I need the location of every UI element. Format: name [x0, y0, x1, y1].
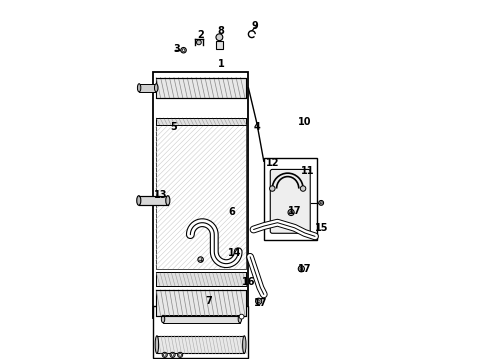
Bar — [155, 125, 245, 269]
Ellipse shape — [238, 315, 242, 323]
Text: 15: 15 — [315, 223, 329, 233]
Ellipse shape — [155, 336, 159, 354]
Text: 1: 1 — [218, 59, 224, 69]
Circle shape — [300, 186, 306, 191]
Bar — [155, 290, 245, 316]
Circle shape — [182, 49, 185, 51]
Circle shape — [239, 314, 244, 319]
Text: 3: 3 — [173, 44, 180, 54]
Text: 13: 13 — [154, 190, 168, 200]
Text: 14: 14 — [228, 248, 242, 258]
Circle shape — [162, 352, 167, 357]
Text: 10: 10 — [298, 117, 312, 127]
Bar — [264, 158, 317, 240]
Circle shape — [177, 352, 183, 357]
Bar — [155, 272, 245, 286]
Text: 17: 17 — [288, 206, 301, 216]
Circle shape — [170, 352, 175, 357]
Text: 12: 12 — [266, 158, 279, 168]
Text: 5: 5 — [170, 122, 177, 132]
Circle shape — [288, 210, 294, 216]
Circle shape — [163, 354, 166, 356]
Bar — [155, 118, 245, 125]
Text: 9: 9 — [252, 21, 259, 31]
Circle shape — [171, 354, 174, 356]
Circle shape — [257, 300, 260, 303]
Ellipse shape — [243, 336, 246, 354]
Text: 17: 17 — [298, 264, 312, 274]
Text: 16: 16 — [242, 278, 255, 288]
Text: 7: 7 — [206, 296, 213, 306]
Text: 6: 6 — [228, 207, 235, 217]
Text: 8: 8 — [218, 26, 224, 36]
Ellipse shape — [154, 84, 158, 92]
Ellipse shape — [137, 196, 141, 205]
Circle shape — [300, 267, 303, 270]
Ellipse shape — [137, 84, 141, 92]
Text: 2: 2 — [197, 30, 204, 40]
Text: 4: 4 — [254, 122, 260, 132]
Bar — [216, 41, 223, 49]
Bar — [139, 84, 156, 92]
Circle shape — [256, 298, 262, 304]
Text: 17: 17 — [254, 298, 267, 308]
FancyBboxPatch shape — [270, 170, 310, 233]
Bar — [153, 72, 248, 318]
Circle shape — [298, 266, 304, 272]
Circle shape — [320, 202, 322, 204]
Circle shape — [181, 48, 186, 53]
Circle shape — [179, 354, 181, 356]
Bar — [157, 336, 245, 354]
Bar — [153, 306, 248, 357]
Text: 11: 11 — [301, 166, 315, 176]
Circle shape — [270, 186, 275, 191]
Bar — [155, 77, 245, 98]
Circle shape — [216, 34, 223, 41]
Bar — [163, 315, 240, 323]
Circle shape — [196, 40, 201, 45]
Bar — [139, 196, 168, 205]
Circle shape — [290, 211, 293, 214]
Circle shape — [319, 201, 323, 205]
Circle shape — [198, 257, 203, 262]
Ellipse shape — [161, 315, 165, 323]
Ellipse shape — [166, 196, 170, 205]
